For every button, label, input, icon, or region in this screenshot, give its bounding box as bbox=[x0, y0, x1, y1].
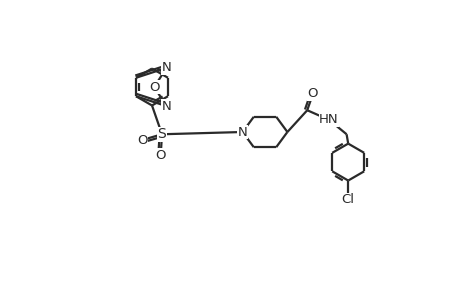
Text: HN: HN bbox=[319, 113, 338, 126]
Text: O: O bbox=[155, 148, 166, 162]
Text: N: N bbox=[161, 100, 171, 112]
Text: S: S bbox=[157, 127, 166, 141]
Text: O: O bbox=[307, 87, 318, 100]
Text: N: N bbox=[237, 125, 247, 139]
Text: O: O bbox=[137, 134, 147, 146]
Text: Cl: Cl bbox=[341, 193, 354, 206]
Text: O: O bbox=[149, 80, 159, 94]
Text: N: N bbox=[161, 61, 171, 74]
